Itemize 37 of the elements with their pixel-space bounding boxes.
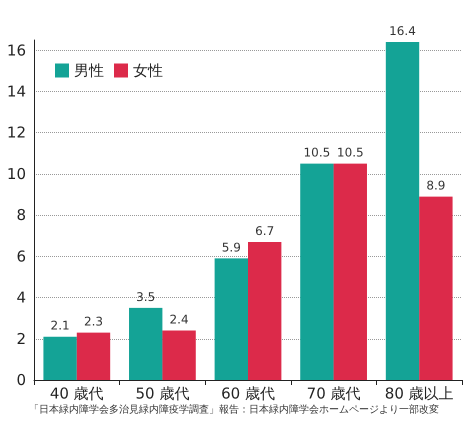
x-tick-label: 60 歳代 (221, 384, 275, 402)
legend-label: 女性 (133, 62, 163, 80)
y-tick-label: 0 (16, 371, 26, 389)
data-label: 10.5 (336, 146, 364, 160)
data-label: 2.3 (84, 314, 104, 329)
y-tick-label: 2 (16, 330, 26, 348)
bar (386, 42, 420, 380)
data-label: 6.7 (255, 224, 274, 238)
x-tick-label: 70 歳代 (306, 384, 361, 402)
bar (129, 308, 162, 380)
x-tick-label: 80 歳以上 (384, 384, 454, 402)
data-label: 3.5 (136, 290, 156, 304)
legend-label: 男性 (74, 62, 104, 80)
data-label: 5.9 (222, 240, 241, 254)
bar (334, 164, 367, 380)
data-label: 2.4 (170, 312, 189, 327)
x-tick-label: 50 歳代 (135, 384, 190, 402)
y-tick-label: 8 (16, 206, 26, 224)
bar (76, 332, 110, 380)
bar (300, 164, 334, 380)
bar (162, 330, 196, 380)
y-tick-label: 10 (6, 164, 26, 183)
bar (248, 242, 282, 380)
y-tick-label: 14 (6, 82, 26, 101)
bar (419, 196, 453, 380)
bar (214, 258, 248, 380)
x-tick-label: 40 歳代 (50, 384, 104, 402)
data-label: 2.1 (50, 318, 70, 333)
y-tick-label: 12 (6, 124, 26, 142)
y-tick-label: 16 (6, 41, 26, 60)
bar (43, 336, 77, 380)
y-tick-label: 6 (16, 247, 26, 266)
y-tick-label: 4 (16, 288, 26, 307)
data-label: 10.5 (304, 146, 330, 160)
data-label: 16.4 (389, 24, 416, 38)
data-label: 8.9 (426, 178, 446, 193)
text: 「日本緑内障学会多治見緑内障疫学調査」報告：日本緑内障学会ホームページより一部改変 (29, 404, 439, 416)
